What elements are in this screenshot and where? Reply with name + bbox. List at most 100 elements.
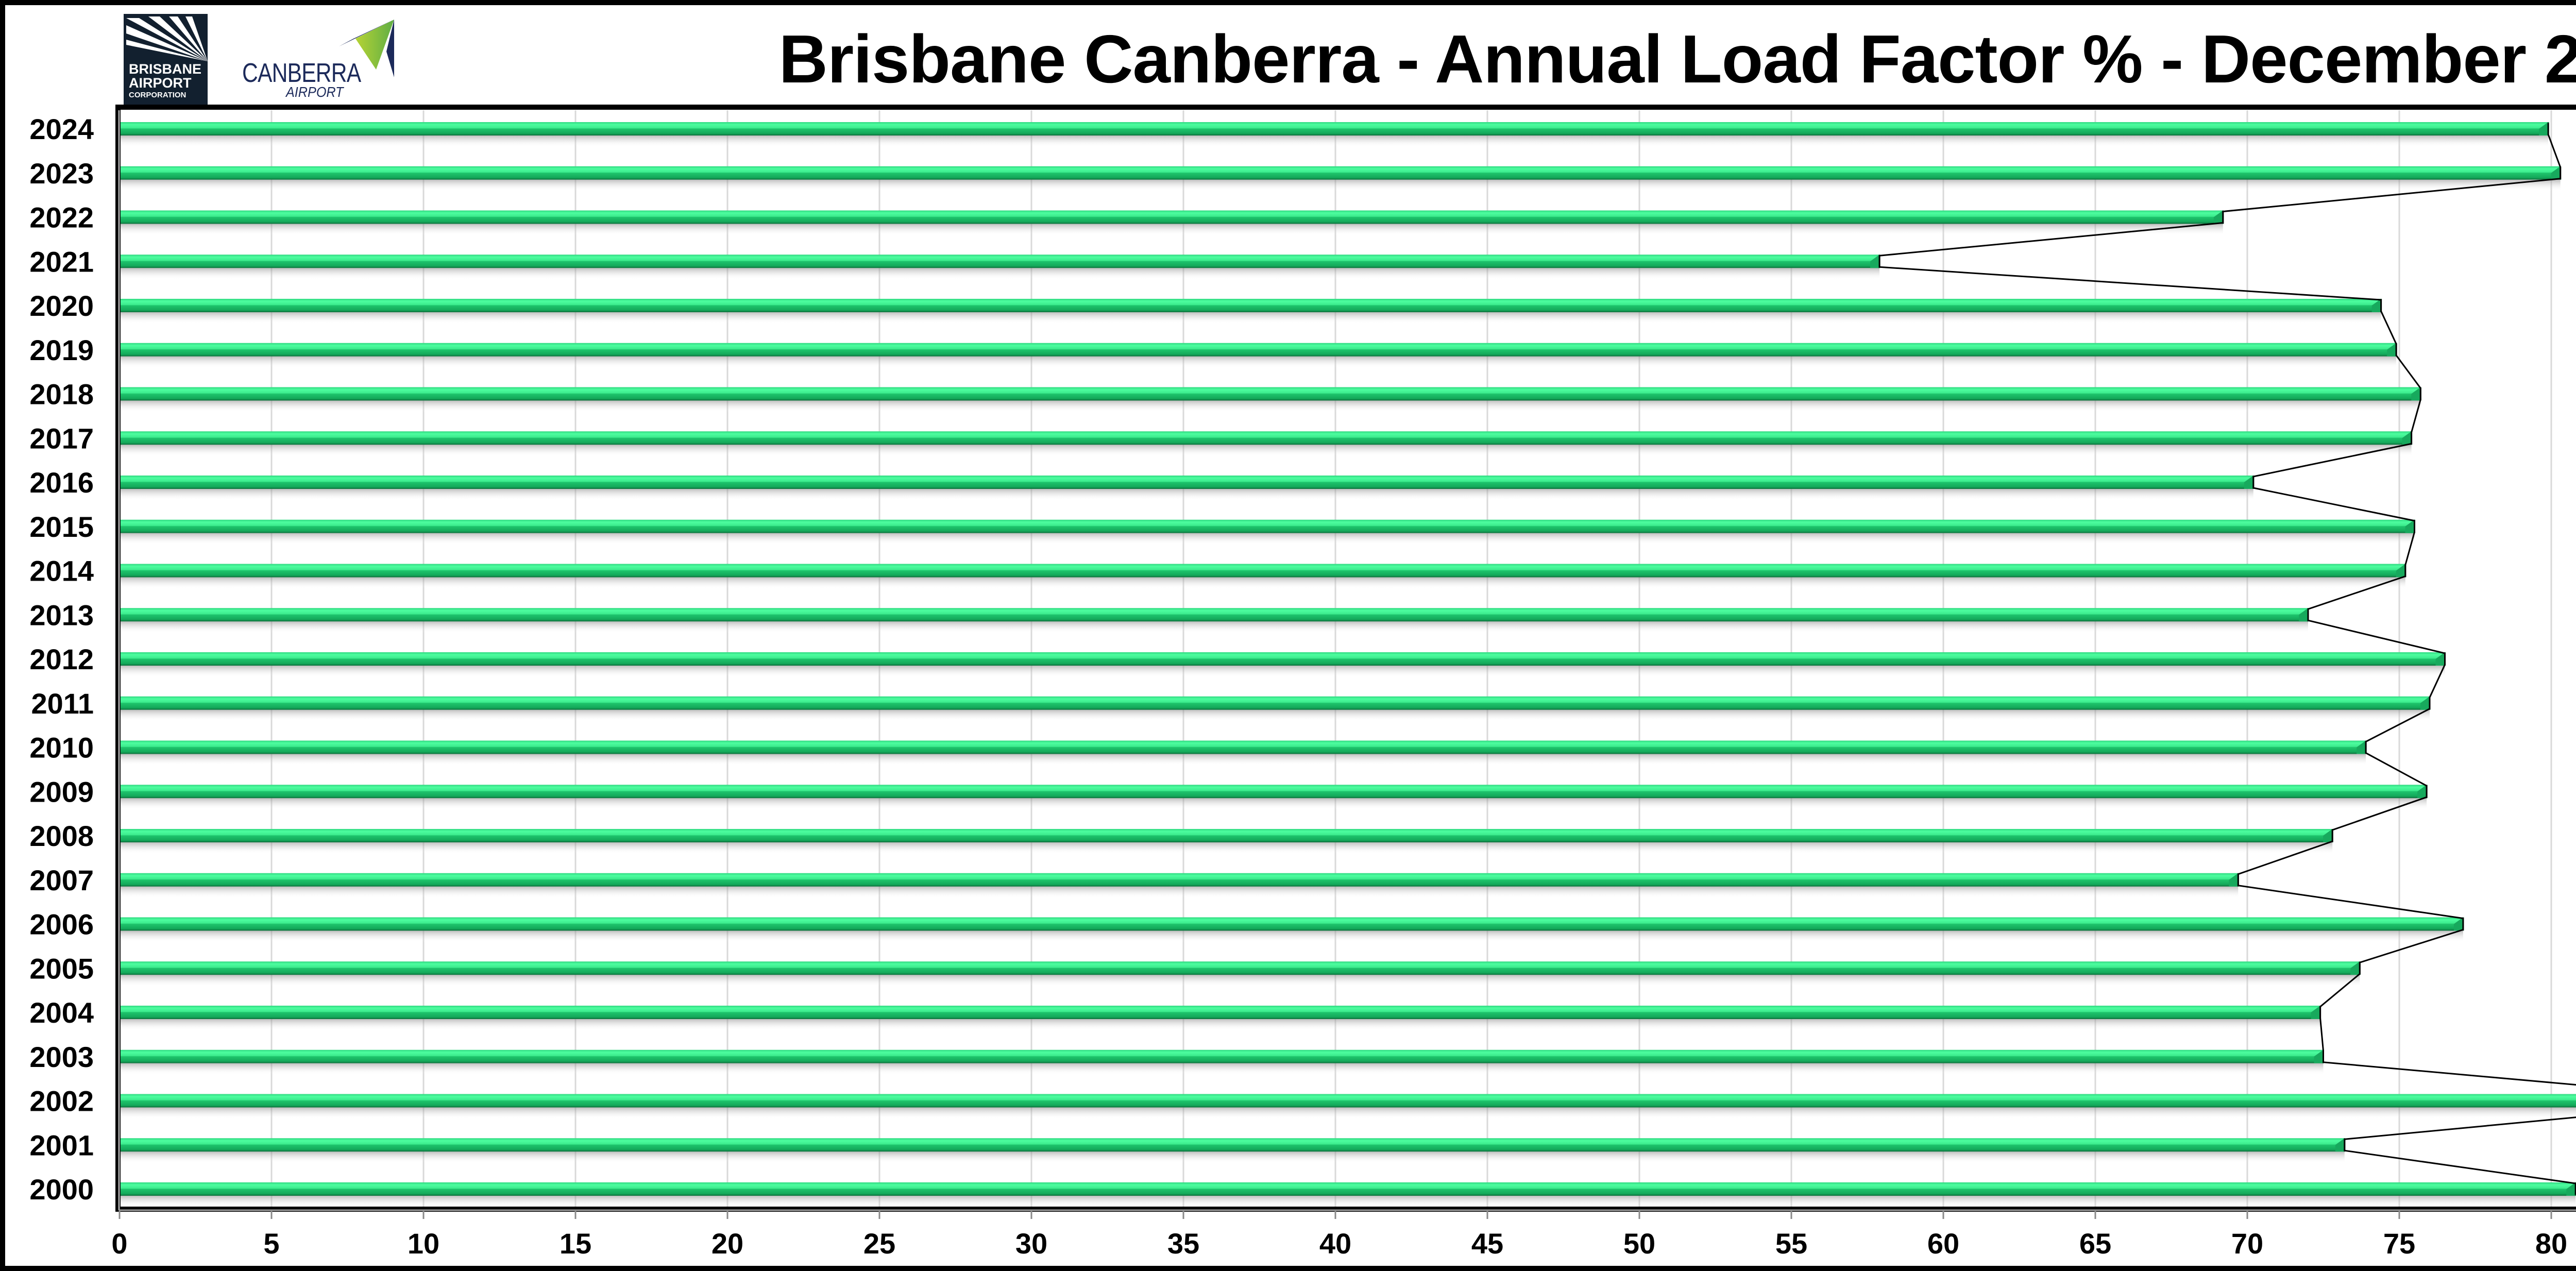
plot-frame: [115, 105, 2576, 1212]
x-axis-labels: 0510152025303540455055606570758085909510…: [111, 1227, 2567, 1260]
canberra-logo-sub: AIRPORT: [286, 84, 344, 100]
bar-body: [120, 829, 2333, 842]
y-tick-label: 2021: [29, 245, 94, 278]
bar-2015: [120, 519, 2415, 533]
x-tick-label: 70: [2231, 1227, 2263, 1260]
canberra-logo-name: CANBERRA: [242, 58, 361, 88]
bar-body: [120, 1049, 2324, 1063]
y-tick-label: 2007: [29, 864, 94, 896]
bar-2017: [120, 431, 2413, 445]
y-tick-label: 2001: [29, 1129, 94, 1161]
bar-2000: [120, 1182, 2576, 1196]
y-tick-label: 2011: [31, 687, 94, 720]
bar-shadow: [120, 577, 2405, 589]
bar-shadow: [120, 179, 2561, 191]
y-tick-label: 2003: [29, 1041, 94, 1073]
y-tick-label: 2012: [29, 643, 94, 675]
paper-plane-icon: [339, 20, 394, 77]
bar-bevel: [2357, 740, 2366, 754]
y-tick-label: 2009: [29, 775, 94, 808]
canberra-airport-logo: CANBERRA AIRPORT: [237, 15, 402, 103]
bar-bevel: [2402, 431, 2412, 445]
bar-bevel: [2566, 1182, 2576, 1196]
bar-body: [120, 1182, 2576, 1196]
x-tick-label: 15: [560, 1227, 591, 1260]
bar-bevel: [2539, 122, 2549, 135]
bar-body: [120, 210, 2223, 224]
x-tick-label: 45: [1471, 1227, 1503, 1260]
y-tick-label: 2006: [29, 908, 94, 941]
bar-shadow: [120, 445, 2412, 456]
y-tick-label: 2015: [29, 511, 94, 543]
bar-bevel: [2244, 476, 2253, 489]
bar-bevel: [2299, 608, 2308, 622]
bar-bevel: [2435, 652, 2445, 666]
bar-bevel: [2335, 1138, 2345, 1152]
bar-shadow: [120, 798, 2427, 810]
bar-body: [120, 519, 2415, 533]
bar-bevel: [2350, 961, 2360, 975]
bar-shadow: [120, 842, 2333, 854]
bar-shadow: [120, 312, 2381, 324]
bar-shadow: [120, 621, 2308, 633]
y-tick-label: 2000: [29, 1173, 94, 1206]
bar-2018: [120, 387, 2421, 401]
bar-bevel: [2387, 343, 2397, 357]
bar-2008: [120, 829, 2333, 842]
bar-body: [120, 343, 2397, 357]
bar-shadow: [120, 356, 2397, 368]
bar-shadow: [120, 224, 2223, 235]
y-tick-label: 2014: [29, 555, 94, 587]
bar-bevel: [2551, 166, 2561, 180]
y-tick-label: 2019: [29, 334, 94, 366]
bar-bevel: [2405, 519, 2415, 533]
bar-shadow: [120, 268, 1880, 280]
x-tick-label: 80: [2535, 1227, 2567, 1260]
x-tick-label: 25: [863, 1227, 895, 1260]
bar-body: [120, 785, 2427, 799]
y-tick-label: 2002: [29, 1085, 94, 1117]
bar-body: [120, 255, 1880, 268]
bar-body: [120, 387, 2421, 401]
y-tick-label: 2024: [29, 113, 94, 145]
bar-shadow: [120, 754, 2366, 766]
y-tick-label: 2010: [29, 732, 94, 764]
bar-bevel: [1870, 255, 1880, 268]
bar-shadow: [120, 1151, 2345, 1163]
y-axis-labels: 2024 2023 2022 2021 2020 2019 2018 2017 2016 2015…: [29, 113, 94, 1206]
bar-2006: [120, 917, 2464, 931]
x-tick-label: 75: [2383, 1227, 2415, 1260]
x-tick-label: 10: [408, 1227, 439, 1260]
bar-2009: [120, 785, 2428, 799]
bar-shadow: [120, 666, 2445, 677]
bar-2005: [120, 961, 2361, 975]
bar-shadow: [120, 1196, 2576, 1207]
sunburst-icon: [126, 16, 208, 61]
bar-bevel: [2453, 917, 2463, 931]
bar-2010: [120, 740, 2367, 754]
x-tick-label: 0: [111, 1227, 127, 1260]
x-axis-ticks: [118, 1210, 2552, 1219]
bar-shadow: [120, 489, 2253, 500]
bars: [120, 122, 2576, 1196]
bar-body: [120, 696, 2430, 710]
bar-bevel: [2213, 210, 2223, 224]
bar-2020: [120, 299, 2382, 312]
y-tick-label: 2023: [29, 157, 94, 190]
bar-bevel: [2371, 299, 2381, 312]
brisbane-airport-logo: BRISBANE AIRPORT CORPORATION: [124, 14, 208, 106]
y-tick-label: 2018: [29, 378, 94, 411]
x-tick-label: 30: [1015, 1227, 1047, 1260]
trend-connector-line: [1878, 123, 2576, 1195]
bar-shadow: [120, 1063, 2324, 1075]
bar-shadow: [120, 709, 2430, 721]
bar-body: [120, 652, 2445, 666]
bar-shadow: [120, 400, 2421, 412]
y-tick-label: 2005: [29, 952, 94, 985]
bar-2014: [120, 564, 2406, 578]
bar-body: [120, 166, 2561, 180]
bar-bevel: [2420, 696, 2430, 710]
bar-shadow: [120, 135, 2549, 147]
